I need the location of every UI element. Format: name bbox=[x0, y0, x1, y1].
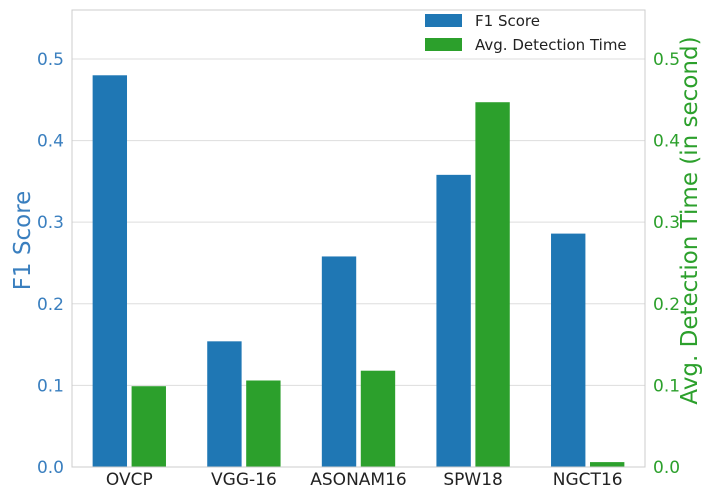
right-tick-label: 0.3 bbox=[653, 213, 680, 233]
legend-label: F1 Score bbox=[475, 12, 540, 30]
left-tick-label: 0.1 bbox=[37, 376, 64, 396]
bar-f1-score-ovcp bbox=[92, 75, 128, 468]
left-y-ticks: 0.0 0.1 0.2 0.3 0.4 0.5 bbox=[37, 50, 64, 478]
bar-detection-time-vgg-16 bbox=[246, 380, 281, 467]
right-tick-label: 0.1 bbox=[653, 376, 680, 396]
bar-detection-time-ngct16 bbox=[589, 462, 625, 467]
legend: F1 Score Avg. Detection Time bbox=[425, 12, 627, 54]
x-tick-label: VGG-16 bbox=[211, 470, 277, 487]
plot-frame bbox=[71, 9, 646, 468]
bar-detection-time-spw18 bbox=[475, 102, 510, 468]
legend-swatch bbox=[425, 38, 462, 51]
right-tick-label: 0.4 bbox=[653, 132, 680, 152]
left-tick-label: 0.0 bbox=[37, 458, 64, 478]
axes bbox=[71, 9, 646, 468]
left-tick-label: 0.5 bbox=[37, 50, 64, 70]
bars bbox=[92, 75, 625, 468]
bar-f1-score-spw18 bbox=[436, 174, 471, 467]
right-tick-label: 0.0 bbox=[653, 458, 680, 478]
bar-f1-score-ngct16 bbox=[551, 233, 586, 467]
legend-swatch bbox=[425, 14, 462, 27]
right-y-ticks: 0.0 0.1 0.2 0.3 0.4 0.5 bbox=[653, 50, 680, 478]
y-axis-label-left: F1 Score bbox=[10, 191, 36, 291]
legend-label: Avg. Detection Time bbox=[475, 36, 627, 54]
right-tick-label: 0.2 bbox=[653, 295, 680, 315]
x-tick-label: SPW18 bbox=[443, 470, 502, 487]
right-tick-label: 0.5 bbox=[653, 50, 680, 70]
bar-detection-time-ovcp bbox=[131, 386, 166, 467]
left-tick-label: 0.2 bbox=[37, 295, 64, 315]
y-axis-label-right: Avg. Detection Time (in second) bbox=[677, 36, 703, 404]
x-tick-label: ASONAM16 bbox=[310, 470, 406, 487]
bar-detection-time-asonam16 bbox=[360, 370, 396, 467]
bar-f1-score-vgg-16 bbox=[207, 341, 242, 467]
left-tick-label: 0.3 bbox=[37, 213, 64, 233]
x-tick-label: OVCP bbox=[106, 470, 153, 487]
x-tick-label: NGCT16 bbox=[553, 470, 623, 487]
x-tick-labels: OVCP VGG-16 ASONAM16 SPW18 NGCT16 bbox=[106, 470, 623, 487]
left-tick-label: 0.4 bbox=[37, 132, 64, 152]
bar-f1-score-asonam16 bbox=[321, 256, 357, 467]
